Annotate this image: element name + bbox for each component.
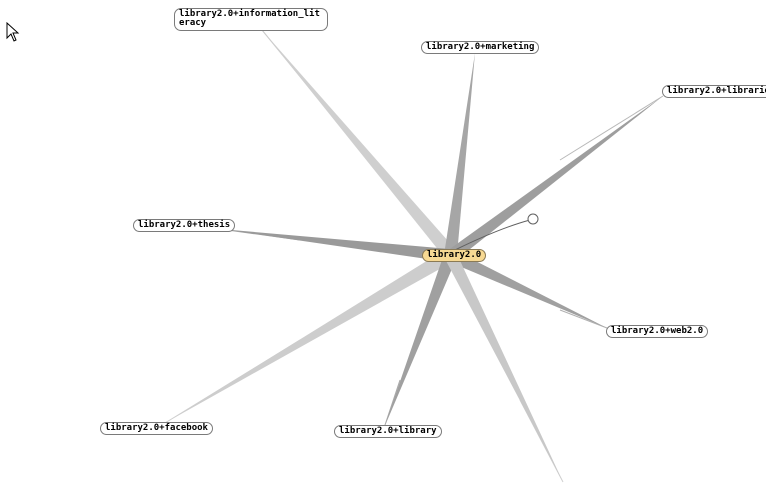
node-thesis[interactable]: library2.0+thesis [133,219,236,232]
edge-tail-library [383,379,401,429]
node-marketing[interactable]: library2.0+marketing [421,41,540,54]
node-facebook[interactable]: library2.0+facebook [100,422,213,435]
edge-tail-web20 [559,309,608,329]
edge-drag-handle [454,219,531,251]
node-information-literacy[interactable]: library2.0+information_literacy [174,8,328,31]
node-web20[interactable]: library2.0+web2.0 [606,325,709,338]
edge-marketing [444,53,475,255]
edge-libraries [447,96,663,261]
edge-offscreen-bottom [444,252,563,482]
drag-handle-icon[interactable] [527,213,539,225]
edge-library [384,254,457,428]
node-libraries[interactable]: library2.0+libraries [662,85,766,98]
node-center[interactable]: library2.0 [422,249,487,262]
arrow-cursor-icon [6,22,20,42]
node-library[interactable]: library2.0+library [334,425,442,438]
edge-tail-libraries [559,95,664,161]
edge-facebook [165,249,454,423]
edge-information-literacy [262,30,456,257]
edge-thesis [220,229,450,262]
edge-web20 [447,249,607,328]
